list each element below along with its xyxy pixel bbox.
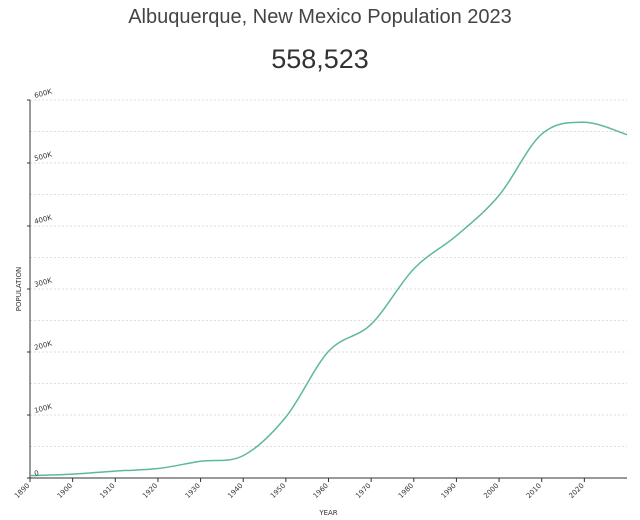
chart-title: Albuquerque, New Mexico Population 2023: [128, 6, 512, 28]
x-tick-label: 2000: [482, 482, 500, 500]
axis-layer: [27, 99, 627, 482]
x-tick-label: 1980: [397, 482, 415, 500]
x-axis-title: YEAR: [318, 509, 337, 517]
population-headline: 558,523: [271, 44, 369, 74]
x-tick-label: 1940: [226, 482, 244, 500]
y-tick-label: 400K: [33, 213, 53, 225]
y-tick-label: 0: [33, 469, 39, 478]
y-tick-label: 100K: [33, 402, 53, 414]
y-axis-title: POPULATION: [15, 267, 23, 311]
y-tick-label: 500K: [33, 150, 53, 162]
series-layer: [29, 121, 628, 477]
y-tick-label: 300K: [33, 276, 53, 288]
x-tick-label: 1920: [141, 482, 159, 500]
x-tick-label: 1910: [98, 482, 116, 500]
x-tick-label: 2020: [568, 482, 586, 500]
y-tick-label: 200K: [33, 339, 53, 351]
x-tick-label: 1990: [440, 482, 458, 500]
x-tick-label: 1930: [184, 482, 202, 500]
x-tick-label: 1970: [354, 482, 372, 500]
x-tick-label: 1960: [312, 482, 330, 500]
x-tick-label: 1900: [56, 482, 74, 500]
grid-layer: [30, 99, 627, 447]
x-tick-label: 1950: [269, 482, 287, 500]
x-tick-label: 2010: [525, 482, 543, 500]
y-tick-label: 600K: [33, 87, 53, 99]
x-tick-label: 1890: [13, 482, 31, 500]
population-line: [29, 121, 628, 477]
label-layer: 0 100K 200K 300K 400K 500K 600K 1890 1900 1910 192…: [13, 87, 586, 500]
